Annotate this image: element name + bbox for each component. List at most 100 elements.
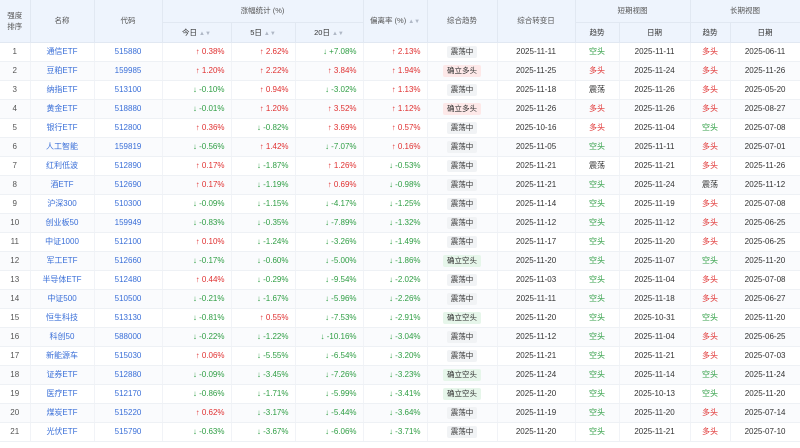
sort-icon[interactable]: ▲▼ [408,19,421,26]
table-row[interactable]: 1 通信ETF 515880 ↑ 0.38% ↑ 2.62% ↓ +7.08% ↑ 2.13… [0,42,800,62]
etf-code-link[interactable]: 515030 [94,346,163,366]
etf-code-link[interactable]: 515790 [94,422,163,442]
etf-code-link[interactable]: 512690 [94,175,163,195]
etf-name-link[interactable]: 新能源车 [30,346,95,366]
d20-change-cell: ↓ -9.54% [295,270,364,290]
sort-icon[interactable]: ▲▼ [263,30,276,37]
etf-code-link[interactable]: 513130 [94,308,163,328]
long-date-header[interactable]: 日期 [730,22,800,43]
etf-code-link[interactable]: 518880 [94,99,163,119]
table-row[interactable]: 6 人工智能 159819 ↓ -0.56% ↑ 1.42% ↓ -7.07% ↑ 0.16… [0,137,800,157]
etf-name-link[interactable]: 通信ETF [30,42,95,62]
trend-badge: 确立空头 [443,311,482,324]
rank-cell: 11 [0,232,31,252]
etf-code-link[interactable]: 159819 [94,137,163,157]
etf-code-link[interactable]: 512890 [94,156,163,176]
long-date-cell: 2025-05-20 [730,80,800,100]
trend-badge-cell: 确立空头 [427,384,498,404]
etf-name-link[interactable]: 科创50 [30,327,95,347]
etf-name-link[interactable]: 煤炭ETF [30,403,95,423]
etf-name-link[interactable]: 纳指ETF [30,80,95,100]
table-row[interactable]: 15 恒生科技 513130 ↓ -0.81% ↑ 0.55% ↓ -7.53% ↓ -2.… [0,308,800,328]
short-trend-header[interactable]: 趋势 [575,22,620,43]
etf-code-link[interactable]: 515880 [94,42,163,62]
etf-code-link[interactable]: 512800 [94,118,163,138]
table-row[interactable]: 16 科创50 588000 ↓ -0.22% ↓ -1.22% ↓ -10.16% ↓ -… [0,327,800,347]
etf-name-link[interactable]: 光伏ETF [30,422,95,442]
etf-code-link[interactable]: 588000 [94,327,163,347]
rank-header[interactable]: 强度 排序 [0,0,31,43]
etf-name-link[interactable]: 恒生科技 [30,308,95,328]
table-row[interactable]: 3 纳指ETF 513100 ↓ -0.10% ↑ 0.94% ↓ -3.02% ↑ 1.1… [0,80,800,100]
etf-code-link[interactable]: 512100 [94,232,163,252]
short-trend-cell: 空头 [575,346,620,366]
trend-badge-cell: 震荡中 [427,175,498,195]
table-row[interactable]: 18 证券ETF 512880 ↓ -0.09% ↓ -3.45% ↓ -7.26% ↓ -… [0,365,800,385]
table-row[interactable]: 9 沪深300 510300 ↓ -0.09% ↓ -1.15% ↓ -4.17% ↓ -1… [0,194,800,214]
long-trend-cell: 多头 [690,289,731,309]
short-date-header[interactable]: 日期 [619,22,691,43]
today-change-cell: ↓ -0.56% [162,137,232,157]
etf-name-link[interactable]: 半导体ETF [30,270,95,290]
etf-code-link[interactable]: 512660 [94,251,163,271]
d20-header[interactable]: 20日 ▲▼ [295,22,364,43]
etf-name-link[interactable]: 银行ETF [30,118,95,138]
etf-code-link[interactable]: 513100 [94,80,163,100]
trend-badge: 震荡中 [446,235,478,248]
etf-code-link[interactable]: 512170 [94,384,163,404]
table-row[interactable]: 5 银行ETF 512800 ↑ 0.36% ↓ -0.82% ↑ 3.69% ↑ 0.57… [0,118,800,138]
etf-code-link[interactable]: 512880 [94,365,163,385]
etf-name-link[interactable]: 沪深300 [30,194,95,214]
etf-name-link[interactable]: 人工智能 [30,137,95,157]
deviation-cell: ↓ -1.25% [363,194,428,214]
table-row[interactable]: 11 中证1000 512100 ↑ 0.10% ↓ -1.24% ↓ -3.26% ↓ -… [0,232,800,252]
deviation-header[interactable]: 偏离率 (%) ▲▼ [363,0,428,43]
table-row[interactable]: 8 酒ETF 512690 ↑ 0.17% ↓ -1.19% ↑ 0.69% ↓ -0.98… [0,175,800,195]
table-row[interactable]: 13 半导体ETF 512480 ↑ 0.44% ↓ -0.29% ↓ -9.54% ↓ -… [0,270,800,290]
sort-icon[interactable]: ▲▼ [199,30,211,37]
table-row[interactable]: 20 煤炭ETF 515220 ↑ 0.62% ↓ -3.17% ↓ -5.44% ↓ -3… [0,403,800,423]
name-header[interactable]: 名称 [30,0,95,43]
etf-code-link[interactable]: 159985 [94,61,163,81]
short-date-cell: 2025-11-04 [619,327,691,347]
etf-name-link[interactable]: 豆粕ETF [30,61,95,81]
etf-name-link[interactable]: 黄金ETF [30,99,95,119]
table-row[interactable]: 19 医疗ETF 512170 ↓ -0.86% ↓ -1.71% ↓ -5.99% ↓ -… [0,384,800,404]
d5-change-cell: ↓ -1.87% [231,156,296,176]
etf-name-link[interactable]: 军工ETF [30,251,95,271]
etf-name-link[interactable]: 红利低波 [30,156,95,176]
code-header[interactable]: 代码 [94,0,163,43]
etf-name-link[interactable]: 医疗ETF [30,384,95,404]
d20-change-cell: ↑ 3.52% [295,99,364,119]
table-row[interactable]: 14 中证500 510500 ↓ -0.21% ↓ -1.67% ↓ -5.96% ↓ -… [0,289,800,309]
table-row[interactable]: 2 豆粕ETF 159985 ↑ 1.20% ↑ 2.22% ↑ 3.84% ↑ 1.94%… [0,61,800,81]
sort-icon[interactable]: ▲▼ [331,30,344,37]
deviation-cell: ↓ -1.32% [363,213,428,233]
change-date-cell: 2025-11-18 [497,80,576,100]
d20-change-cell: ↓ -5.44% [295,403,364,423]
etf-name-link[interactable]: 证券ETF [30,365,95,385]
etf-code-link[interactable]: 510500 [94,289,163,309]
table-row[interactable]: 17 新能源车 515030 ↑ 0.06% ↓ -5.55% ↓ -6.54% ↓ -3.… [0,346,800,366]
etf-name-link[interactable]: 酒ETF [30,175,95,195]
table-row[interactable]: 21 光伏ETF 515790 ↓ -0.63% ↓ -3.67% ↓ -6.06% ↓ -… [0,422,800,442]
deviation-cell: ↑ 0.57% [363,118,428,138]
table-row[interactable]: 7 红利低波 512890 ↑ 0.17% ↓ -1.87% ↑ 1.26% ↓ -0.53… [0,156,800,176]
today-header[interactable]: 今日 ▲▼ [162,22,232,43]
etf-code-link[interactable]: 512480 [94,270,163,290]
table-row[interactable]: 12 军工ETF 512660 ↓ -0.17% ↓ -0.60% ↓ -5.00% ↓ -… [0,251,800,271]
etf-name-link[interactable]: 中证500 [30,289,95,309]
etf-code-link[interactable]: 510300 [94,194,163,214]
etf-code-link[interactable]: 515220 [94,403,163,423]
trend-header[interactable]: 综合趋势 [427,0,498,43]
change-date-header[interactable]: 综合转变日 [497,0,576,43]
rank-cell: 14 [0,289,31,309]
etf-code-link[interactable]: 159949 [94,213,163,233]
long-trend-header[interactable]: 趋势 [690,22,731,43]
table-row[interactable]: 4 黄金ETF 518880 ↓ -0.01% ↑ 1.20% ↑ 3.52% ↑ 1.12… [0,99,800,119]
etf-name-link[interactable]: 中证1000 [30,232,95,252]
table-row[interactable]: 10 创业板50 159949 ↓ -0.83% ↓ -0.35% ↓ -7.89% ↓ -… [0,213,800,233]
etf-name-link[interactable]: 创业板50 [30,213,95,233]
d5-header[interactable]: 5日 ▲▼ [231,22,296,43]
